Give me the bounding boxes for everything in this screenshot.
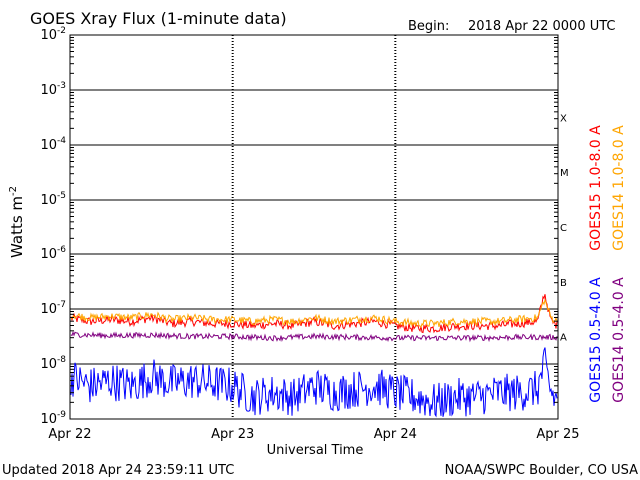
chart-title: GOES Xray Flux (1-minute data) [30, 9, 287, 28]
begin-value: 2018 Apr 22 0000 UTC [468, 19, 616, 34]
y-tick-label: 10-3 [40, 81, 66, 98]
flare-class-label: M [560, 168, 569, 179]
x-tick-label: Apr 22 [48, 427, 91, 442]
footer-source: NOAA/SWPC Boulder, CO USA [445, 463, 638, 478]
y-tick-label: 10-8 [40, 355, 66, 372]
legend: GOES15 1.0-8.0 A GOES14 1.0-8.0 A GOES15 0… [588, 125, 627, 403]
flare-class-label: A [560, 333, 567, 344]
series-layer [70, 294, 558, 418]
flare-class-label: C [560, 223, 567, 234]
plot-frame [69, 34, 559, 420]
y-tick-label: 10-5 [40, 191, 66, 208]
flare-class-label: X [560, 113, 567, 124]
series-line [70, 294, 558, 334]
series-line [70, 298, 558, 328]
flare-class-label: B [560, 278, 567, 289]
series-line [70, 330, 558, 343]
x-axis-label: Universal Time [267, 443, 364, 458]
legend-entry: GOES14 1.0-8.0 A [611, 125, 627, 251]
legend-entry: GOES14 0.5-4.0 A [611, 277, 627, 403]
y-tick-label: 10-4 [40, 136, 66, 153]
legend-entry: GOES15 1.0-8.0 A [588, 125, 604, 251]
x-tick-label: Apr 24 [374, 427, 417, 442]
y-tick-label: 10-7 [40, 300, 66, 317]
y-axis-label: Watts m-2 [8, 186, 26, 258]
x-tick-label: Apr 23 [211, 427, 254, 442]
y-tick-label: 10-9 [40, 410, 66, 427]
footer-updated: Updated 2018 Apr 24 23:59:11 UTC [2, 463, 234, 478]
series-line [70, 347, 558, 418]
y-tick-label: 10-2 [40, 26, 66, 43]
legend-entry: GOES15 0.5-4.0 A [588, 277, 604, 403]
grid-layer [70, 35, 558, 419]
y-axis-label-base: Watts m [8, 196, 26, 258]
y-axis-label-exp: -2 [8, 186, 19, 196]
y-tick-label: 10-6 [40, 245, 66, 262]
begin-label: Begin: [408, 19, 449, 34]
x-tick-label: Apr 25 [536, 427, 579, 442]
